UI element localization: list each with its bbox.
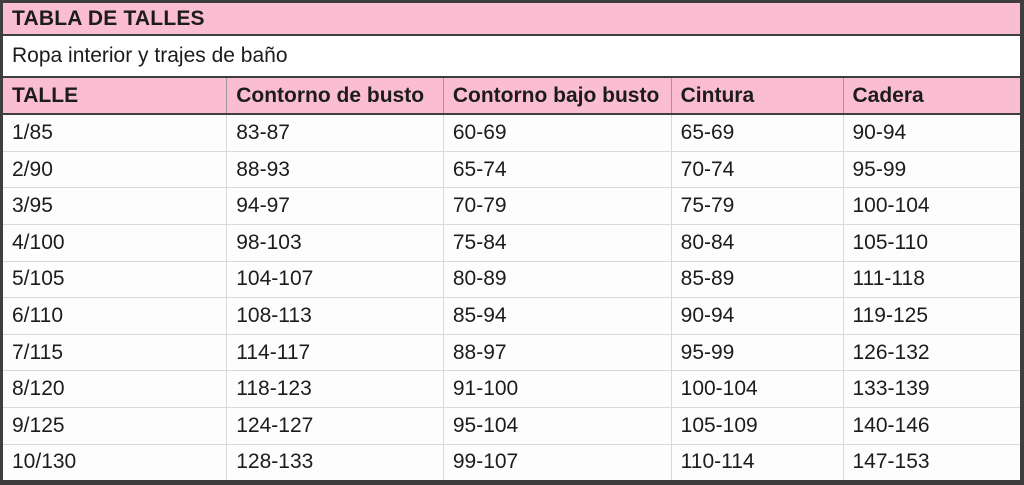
page-title: TABLA DE TALLES: [12, 6, 205, 30]
table-cell: 140-146: [843, 407, 1020, 445]
table-cell: 10/130: [3, 444, 228, 480]
table-cell: 4/100: [3, 224, 228, 262]
table-cell: 83-87: [226, 114, 444, 152]
table-cell: 128-133: [226, 444, 444, 480]
table-cell: 80-89: [443, 261, 672, 299]
table-cell: 65-74: [443, 151, 672, 189]
table-row: 9/125 124-127 95-104 105-109 140-146: [3, 407, 1020, 445]
table-cell: 90-94: [671, 297, 844, 335]
table-cell: 133-139: [843, 370, 1020, 408]
table-cell: 147-153: [843, 444, 1020, 480]
column-header-contorno-de-busto: Contorno de busto: [226, 78, 444, 115]
table-cell: 95-99: [843, 151, 1020, 189]
size-table: TALLE Contorno de busto Contorno bajo bu…: [3, 78, 1020, 480]
column-header-cadera: Cadera: [843, 78, 1020, 115]
table-cell: 95-104: [443, 407, 672, 445]
table-cell: 1/85: [3, 114, 228, 152]
column-header-contorno-bajo-busto: Contorno bajo busto: [443, 78, 672, 115]
table-cell: 6/110: [3, 297, 228, 335]
column-header-cintura: Cintura: [671, 78, 844, 115]
table-cell: 95-99: [671, 334, 844, 372]
table-cell: 111-118: [843, 261, 1020, 299]
table-cell: 105-110: [843, 224, 1020, 262]
table-cell: 91-100: [443, 370, 672, 408]
table-row: 3/95 94-97 70-79 75-79 100-104: [3, 187, 1020, 226]
table-cell: 100-104: [671, 370, 844, 408]
chart-title-bar: TABLA DE TALLES: [3, 3, 1020, 36]
table-cell: 118-123: [226, 370, 444, 408]
table-cell: 80-84: [671, 224, 844, 262]
table-cell: 75-79: [671, 187, 844, 226]
chart-subtitle-bar: Ropa interior y trajes de baño: [3, 36, 1020, 78]
table-cell: 7/115: [3, 334, 228, 372]
table-cell: 5/105: [3, 261, 228, 299]
table-cell: 104-107: [226, 261, 444, 299]
table-cell: 9/125: [3, 407, 228, 445]
table-cell: 98-103: [226, 224, 444, 262]
table-cell: 65-69: [671, 114, 844, 152]
table-cell: 108-113: [226, 297, 444, 335]
table-cell: 8/120: [3, 370, 228, 408]
table-cell: 70-79: [443, 187, 672, 226]
table-cell: 100-104: [843, 187, 1020, 226]
table-cell: 2/90: [3, 151, 228, 189]
table-header-row: TALLE Contorno de busto Contorno bajo bu…: [3, 78, 1020, 115]
table-cell: 119-125: [843, 297, 1020, 335]
table-row: 6/110 108-113 85-94 90-94 119-125: [3, 297, 1020, 335]
table-cell: 75-84: [443, 224, 672, 262]
table-cell: 126-132: [843, 334, 1020, 372]
table-cell: 85-94: [443, 297, 672, 335]
column-header-talle: TALLE: [3, 78, 228, 115]
table-cell: 88-97: [443, 334, 672, 372]
table-cell: 70-74: [671, 151, 844, 189]
table-cell: 88-93: [226, 151, 444, 189]
table-cell: 105-109: [671, 407, 844, 445]
table-cell: 3/95: [3, 187, 228, 226]
table-cell: 85-89: [671, 261, 844, 299]
table-cell: 124-127: [226, 407, 444, 445]
table-row: 7/115 114-117 88-97 95-99 126-132: [3, 334, 1020, 372]
table-cell: 94-97: [226, 187, 444, 226]
table-cell: 60-69: [443, 114, 672, 152]
table-row: 8/120 118-123 91-100 100-104 133-139: [3, 370, 1020, 408]
table-row: 2/90 88-93 65-74 70-74 95-99: [3, 151, 1020, 189]
table-cell: 90-94: [843, 114, 1020, 152]
table-row: 5/105 104-107 80-89 85-89 111-118: [3, 261, 1020, 299]
table-cell: 110-114: [671, 444, 844, 480]
table-row: 1/85 83-87 60-69 65-69 90-94: [3, 114, 1020, 152]
chart-subtitle: Ropa interior y trajes de baño: [12, 44, 288, 67]
table-row: 10/130 128-133 99-107 110-114 147-153: [3, 444, 1020, 480]
table-cell: 114-117: [226, 334, 444, 372]
size-table-body: 1/85 83-87 60-69 65-69 90-94 2/90 88-93 65-74 70…: [3, 114, 1020, 480]
table-cell: 99-107: [443, 444, 672, 480]
table-row: 4/100 98-103 75-84 80-84 105-110: [3, 224, 1020, 262]
